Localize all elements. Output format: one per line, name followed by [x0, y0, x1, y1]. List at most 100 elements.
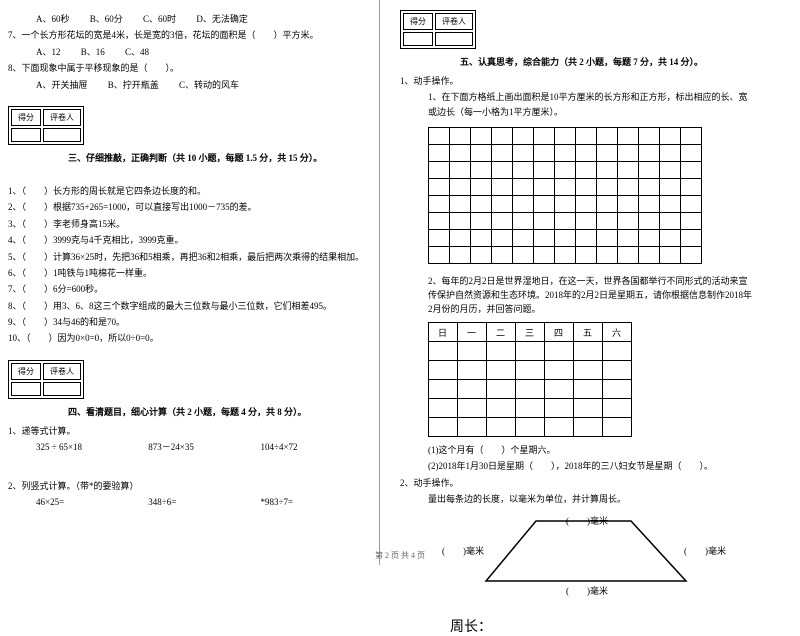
- calendar-header: 五: [573, 322, 603, 342]
- grid-cell: [470, 229, 492, 247]
- page-footer: 第 2 页 共 4 页: [0, 550, 800, 561]
- grid-cell: [449, 195, 471, 213]
- grid-cell: [659, 195, 681, 213]
- judge-8: 8、（ ）用3、6、8这三个数字组成的最大三位数与最小三位数，它们相差495。: [8, 299, 371, 313]
- grid-cell: [512, 246, 534, 264]
- q1-1-text: 1、在下面方格纸上画出面积是10平方厘米的长方形和正方形，标出相应的长、宽或边长…: [400, 90, 752, 119]
- calendar-header: 日: [428, 322, 458, 342]
- calendar-cell: [602, 417, 632, 437]
- grid-cell: [617, 127, 639, 145]
- opt-b: B、60分: [90, 14, 123, 24]
- grid-cell: [638, 127, 660, 145]
- score-label: 得分: [11, 363, 41, 380]
- q7-text: 7、一个长方形花坛的宽是4米，长是宽的3倍，花坛的面积是（ ）平方米。: [8, 28, 371, 42]
- grid-cell: [512, 178, 534, 196]
- grid-cell: [659, 246, 681, 264]
- grid-cell: [680, 144, 702, 162]
- calc-1c: 104÷4×72: [261, 440, 371, 454]
- calendar-cell: [573, 379, 603, 399]
- q1-title: 1、动手操作。: [400, 74, 752, 88]
- calendar-cell: [486, 398, 516, 418]
- grid-cell: [617, 178, 639, 196]
- grid-cell: [617, 246, 639, 264]
- calendar-cell: [428, 417, 458, 437]
- calendar-cell: [486, 360, 516, 380]
- calendar-header: 四: [544, 322, 574, 342]
- calendar-cell: [602, 360, 632, 380]
- grid-cell: [491, 161, 513, 179]
- grid-cell: [512, 144, 534, 162]
- trapezoid-figure: ( )毫米 ( )毫米 ( )毫米 ( )毫米: [426, 516, 726, 606]
- grid-cell: [470, 246, 492, 264]
- judge-6: 6、（ ）1吨铁与1吨棉花一样重。: [8, 266, 371, 280]
- grid-cell: [428, 161, 450, 179]
- grid-cell: [659, 161, 681, 179]
- calc-1-title: 1、递等式计算。: [8, 424, 371, 438]
- calendar-cell: [486, 341, 516, 361]
- right-column: 得分评卷人 五、认真思考，综合能力（共 2 小题，每题 7 分，共 14 分）。…: [380, 0, 760, 565]
- q2-1-text: 量出每条边的长度，以毫米为单位，并计算周长。: [400, 492, 752, 506]
- q2-title: 2、动手操作。: [400, 476, 752, 490]
- grid-cell: [638, 161, 660, 179]
- score-table-5: 得分评卷人: [400, 10, 476, 49]
- grid-cell: [533, 161, 555, 179]
- grid-cell: [575, 127, 597, 145]
- grid-cell: [638, 195, 660, 213]
- calc-2a: 46×25=: [36, 495, 146, 509]
- q8-options: A、开关抽屉 B、拧开瓶盖 C、转动的风车: [8, 78, 371, 92]
- grid-cell: [659, 229, 681, 247]
- grid-cell: [575, 161, 597, 179]
- grid-cell: [575, 195, 597, 213]
- calendar-cell: [457, 379, 487, 399]
- calendar-cell: [544, 379, 574, 399]
- calendar-cell: [515, 341, 545, 361]
- calendar-cell: [544, 360, 574, 380]
- grid-cell: [596, 229, 618, 247]
- grid-cell: [428, 229, 450, 247]
- q1-2-text: 2、每年的2月2日是世界湿地日，在这一天，世界各国都举行不同形式的活动来宣传保护…: [400, 274, 752, 317]
- grid-cell: [638, 246, 660, 264]
- grid-cell: [449, 161, 471, 179]
- grid-cell: [491, 127, 513, 145]
- grid-cell: [638, 144, 660, 162]
- grid-cell: [428, 127, 450, 145]
- grid-cell: [533, 178, 555, 196]
- label-top: ( )毫米: [566, 514, 608, 527]
- grid-cell: [428, 246, 450, 264]
- grid-cell: [596, 127, 618, 145]
- grid-cell: [596, 161, 618, 179]
- left-column: A、60秒 B、60分 C、60时 D、无法确定 7、一个长方形花坛的宽是4米，…: [0, 0, 380, 565]
- grid-paper: [400, 121, 752, 272]
- calendar-cell: [602, 379, 632, 399]
- grid-cell: [659, 127, 681, 145]
- judge-9: 9、（ ）34与46的和是70。: [8, 315, 371, 329]
- grid-cell: [491, 229, 513, 247]
- opt-d: D、无法确定: [196, 14, 248, 24]
- grid-cell: [680, 246, 702, 264]
- score-table-3: 得分评卷人: [8, 106, 84, 145]
- calendar-cell: [573, 341, 603, 361]
- calc-2-title: 2、列竖式计算。（带*的要验算）: [8, 479, 371, 493]
- grid-cell: [596, 144, 618, 162]
- grader-label: 评卷人: [43, 109, 81, 126]
- calendar-cell: [573, 360, 603, 380]
- calendar-cell: [428, 398, 458, 418]
- calendar-header: 一: [457, 322, 487, 342]
- grader-label: 评卷人: [43, 363, 81, 380]
- q1-2a-text: (1)这个月有（ ）个星期六。: [400, 443, 752, 457]
- grid-cell: [659, 212, 681, 230]
- grid-cell: [680, 229, 702, 247]
- grid-cell: [617, 161, 639, 179]
- grid-cell: [575, 212, 597, 230]
- grid-cell: [554, 246, 576, 264]
- section-5-title: 五、认真思考，综合能力（共 2 小题，每题 7 分，共 14 分）。: [400, 51, 752, 72]
- grid-cell: [449, 229, 471, 247]
- q6-options: A、60秒 B、60分 C、60时 D、无法确定: [8, 12, 371, 26]
- grid-cell: [575, 178, 597, 196]
- grid-cell: [680, 127, 702, 145]
- grid-cell: [428, 195, 450, 213]
- grid-cell: [617, 229, 639, 247]
- grid-cell: [512, 229, 534, 247]
- grid-cell: [470, 178, 492, 196]
- calendar: 日一二三四五六: [400, 319, 752, 441]
